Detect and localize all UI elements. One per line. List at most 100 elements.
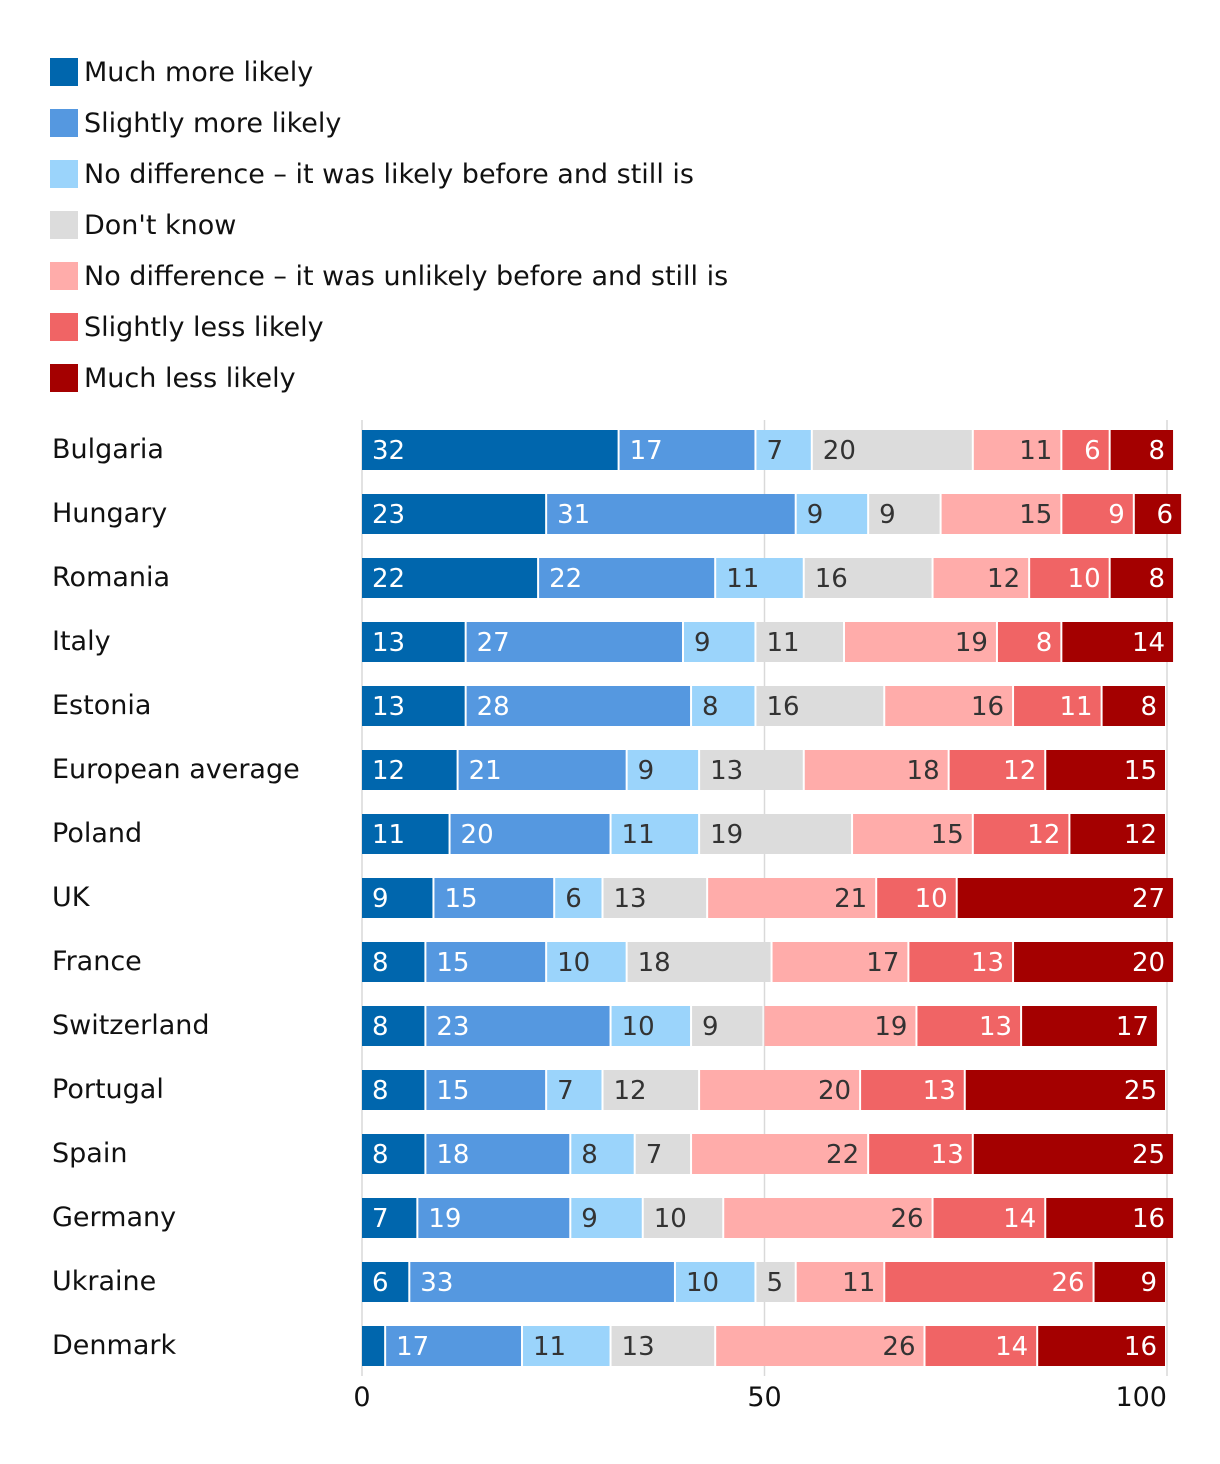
data-label: 7 <box>646 1140 663 1170</box>
bar-segment <box>684 622 755 662</box>
data-label: 9 <box>638 756 655 786</box>
bar-segment <box>1038 1326 1165 1366</box>
bar-segment <box>362 942 425 982</box>
bar-segment <box>812 430 972 470</box>
legend-swatch <box>50 313 78 341</box>
bar-segment <box>869 494 940 534</box>
bar-segment <box>796 1262 884 1302</box>
bar-segment <box>362 430 618 470</box>
bar-segment <box>547 494 795 534</box>
data-label: 21 <box>469 756 502 786</box>
data-label: 16 <box>1124 1332 1157 1362</box>
bar-segment <box>362 622 465 662</box>
data-label: 16 <box>815 564 848 594</box>
data-label: 13 <box>710 756 743 786</box>
bar-segment <box>571 1134 634 1174</box>
legend: Much more likely Slightly more likely No d… <box>50 57 728 394</box>
data-label: 11 <box>766 628 799 658</box>
data-label: 10 <box>557 948 590 978</box>
category-label: Portugal <box>52 1074 164 1105</box>
data-label: 13 <box>923 1076 956 1106</box>
bar-segment <box>450 814 610 854</box>
bar-segment <box>466 686 691 726</box>
bar-segment <box>973 1134 1174 1174</box>
bar-segment <box>1014 942 1174 982</box>
data-label: 8 <box>702 692 719 722</box>
data-label: 13 <box>979 1012 1012 1042</box>
bar-segment <box>692 1006 763 1046</box>
legend-swatch <box>50 109 78 137</box>
data-label: 21 <box>834 884 867 914</box>
bar-segment <box>1110 558 1174 598</box>
bar-segment <box>925 1326 1037 1366</box>
data-label: 8 <box>372 1012 389 1042</box>
data-label: 8 <box>372 1076 389 1106</box>
bar-segment <box>716 558 803 598</box>
data-label: 14 <box>1132 628 1165 658</box>
bar-segment <box>845 622 996 662</box>
data-label: 9 <box>372 884 389 914</box>
data-label: 17 <box>630 436 663 466</box>
bar-segment <box>458 750 626 790</box>
data-label: 6 <box>372 1268 389 1298</box>
data-label: 11 <box>622 820 655 850</box>
bar-segment <box>362 494 546 534</box>
data-label: 17 <box>1116 1012 1149 1042</box>
category-label: Denmark <box>52 1330 176 1361</box>
bar-segment <box>410 1262 674 1302</box>
data-label: 20 <box>823 436 856 466</box>
bar-segment <box>523 1326 610 1366</box>
data-label: 15 <box>1019 500 1052 530</box>
data-label: 23 <box>436 1012 469 1042</box>
category-label: France <box>52 946 142 977</box>
bar-segment <box>1046 1198 1174 1238</box>
bar-segment <box>700 750 803 790</box>
data-label: 9 <box>694 628 711 658</box>
bar-segment <box>611 814 699 854</box>
data-label: 9 <box>1108 500 1125 530</box>
data-label: 26 <box>890 1204 923 1234</box>
x-tick-label: 50 <box>747 1382 781 1413</box>
bar-segment <box>756 1262 795 1302</box>
legend-swatch <box>50 364 78 392</box>
bar-segment <box>571 1198 642 1238</box>
data-label: 11 <box>842 1268 875 1298</box>
data-label: 8 <box>372 948 389 978</box>
bar-segment <box>1102 686 1165 726</box>
bar-segment <box>724 1198 932 1238</box>
category-label: Estonia <box>52 690 151 721</box>
data-label: 11 <box>726 564 759 594</box>
legend-label: No difference – it was unlikely before a… <box>84 261 728 292</box>
data-label: 8 <box>1036 628 1053 658</box>
bar-segment <box>362 814 449 854</box>
category-label: Ukraine <box>52 1266 156 1297</box>
bar-segment <box>909 942 1013 982</box>
bar-segment <box>362 558 538 598</box>
data-label: 5 <box>766 1268 783 1298</box>
data-label: 13 <box>372 628 405 658</box>
data-label: 11 <box>1060 692 1093 722</box>
data-label: 33 <box>420 1268 453 1298</box>
bar-segment <box>1110 430 1174 470</box>
bar-segment <box>933 558 1029 598</box>
bar-segment <box>362 1134 425 1174</box>
legend-label: No difference – it was likely before and… <box>84 159 694 190</box>
legend-label: Slightly less likely <box>84 312 324 343</box>
data-label: 6 <box>1157 500 1174 530</box>
data-label: 25 <box>1124 1076 1157 1106</box>
data-label: 10 <box>1068 564 1101 594</box>
data-label: 7 <box>557 1076 574 1106</box>
bar-segment <box>708 878 876 918</box>
bar-segment <box>756 622 843 662</box>
bar-segment <box>692 1134 868 1174</box>
category-label: Hungary <box>52 498 167 529</box>
data-label: 25 <box>1132 1140 1165 1170</box>
bar-segment <box>1134 494 1182 534</box>
legend-label: Slightly more likely <box>84 108 341 139</box>
category-label: Germany <box>52 1202 176 1233</box>
data-label: 15 <box>931 820 964 850</box>
data-label: 9 <box>879 500 896 530</box>
data-label: 13 <box>622 1332 655 1362</box>
data-label: 31 <box>557 500 590 530</box>
data-label: 13 <box>971 948 1004 978</box>
